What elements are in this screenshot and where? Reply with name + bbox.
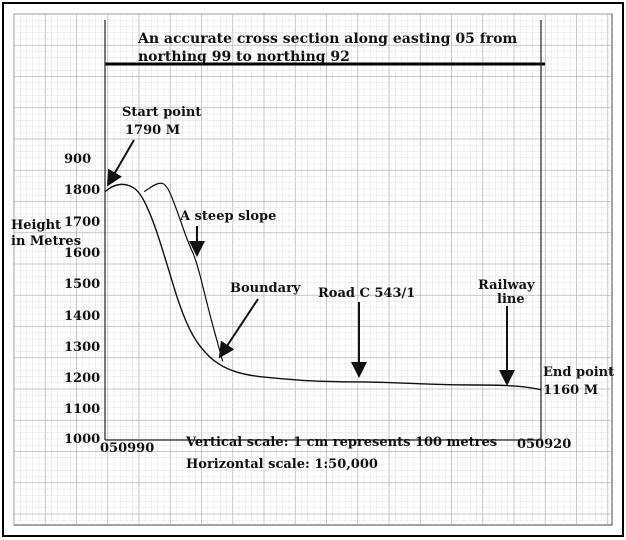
y-tick-labels: 900 1800 1700 1600 1500 1400 1300 1200 1…	[64, 152, 100, 447]
profile-line-second	[143, 182, 224, 362]
title-line-2: northing 99 to northing 92	[138, 49, 350, 65]
start-point-label-line-1: Start point	[122, 105, 201, 120]
road-label: Road C 543/1	[318, 286, 415, 301]
y-tick-1900: 900	[64, 152, 91, 167]
title-line-1: An accurate cross section along easting …	[137, 31, 517, 47]
profile-line-main	[104, 183, 542, 391]
end-point-label-line-2: 1160 M	[543, 383, 598, 398]
y-tick-1600: 1600	[64, 246, 100, 261]
railway-label-line-1: Railway	[478, 278, 535, 293]
y-tick-1100: 1100	[64, 402, 100, 417]
start-point-arrow	[106, 139, 135, 187]
boundary-arrow	[218, 298, 259, 359]
y-tick-1400: 1400	[64, 309, 100, 324]
y-tick-1200: 1200	[64, 371, 100, 386]
x-end-label: 050920	[517, 437, 571, 452]
y-tick-1700: 1700	[64, 215, 100, 230]
y-axis-label-line-2: in Metres	[11, 234, 81, 249]
y-tick-1000: 1000	[64, 432, 100, 447]
end-point-label-line-1: End point	[543, 365, 614, 380]
y-axis-label-line-1: Height	[11, 218, 61, 233]
y-tick-1800: 1800	[64, 183, 100, 198]
start-point-label-line-2: 1790 M	[125, 123, 180, 138]
railway-label-line-2: line	[497, 292, 525, 307]
y-tick-1300: 1300	[64, 340, 100, 355]
y-tick-1500: 1500	[64, 277, 100, 292]
steep-slope-label: A steep slope	[179, 209, 276, 224]
vertical-scale-text: Vertical scale: 1 cm represents 100 metr…	[185, 435, 497, 450]
horizontal-scale-text: Horizontal scale: 1:50,000	[186, 457, 378, 472]
x-start-label: 050990	[100, 441, 154, 456]
boundary-label: Boundary	[230, 281, 301, 296]
